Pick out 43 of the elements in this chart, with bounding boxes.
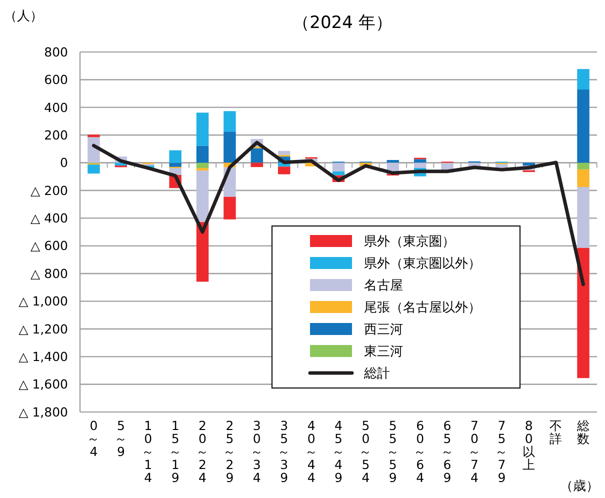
x-tick-label: 15～19 (168, 418, 182, 485)
x-tick-label: 45～49 (332, 418, 345, 485)
y-tick-label: △ 200 (30, 182, 68, 198)
legend-label: 尾張（名古屋以外） (364, 300, 481, 316)
x-tick-label: 40～44 (304, 418, 318, 485)
y-tick-label: 400 (44, 100, 68, 115)
legend-label: 名古屋 (364, 278, 403, 294)
x-tick-label: 不詳 (550, 418, 563, 446)
y-tick-label: 0 (60, 155, 68, 170)
y-tick-label: △ 1,600 (18, 376, 68, 392)
x-tick-label: 20～24 (196, 418, 210, 485)
legend-label: 東三河 (364, 344, 403, 360)
y-axis-title: （人） (4, 9, 43, 24)
legend-label: 県外（東京圏以外） (364, 256, 481, 272)
y-tick-label: △ 1,000 (18, 294, 68, 309)
x-tick-label: 80以上 (522, 418, 536, 472)
x-tick-label: 55～59 (386, 418, 400, 485)
x-tick-label: 65～69 (440, 418, 454, 485)
x-tick-label: 30～34 (250, 418, 264, 485)
legend-label: 総計 (363, 366, 390, 382)
x-tick-label: 0～4 (87, 418, 100, 459)
x-tick-label: 総数 (576, 418, 590, 446)
x-tick-label: 70～74 (468, 418, 481, 485)
x-tick-label: 10～14 (142, 418, 155, 485)
y-tick-label: △ 600 (30, 238, 68, 254)
chart-title: （2024 年） (292, 13, 392, 33)
y-tick-label: 800 (44, 44, 68, 60)
x-axis-title: （歳） (560, 479, 599, 494)
x-tick-label: 35～39 (278, 418, 291, 485)
x-tick-label: 25～29 (223, 418, 236, 485)
legend-label: 西三河 (364, 322, 403, 338)
x-tick-label: 60～64 (414, 418, 427, 485)
x-tick-label: 75～79 (495, 418, 508, 485)
y-tick-label: △ 1,200 (18, 321, 68, 336)
x-tick-label: 50～54 (359, 418, 372, 485)
x-tick-label: 5～9 (114, 418, 128, 459)
legend-label: 県外（東京圏） (364, 234, 455, 250)
y-tick-label: △ 1,400 (18, 348, 68, 364)
y-tick-label: △ 1,800 (18, 404, 68, 420)
y-tick-label: △ 400 (30, 210, 68, 226)
y-tick-label: 600 (44, 72, 68, 88)
y-tick-label: △ 800 (30, 266, 68, 281)
y-tick-label: 200 (44, 127, 68, 142)
